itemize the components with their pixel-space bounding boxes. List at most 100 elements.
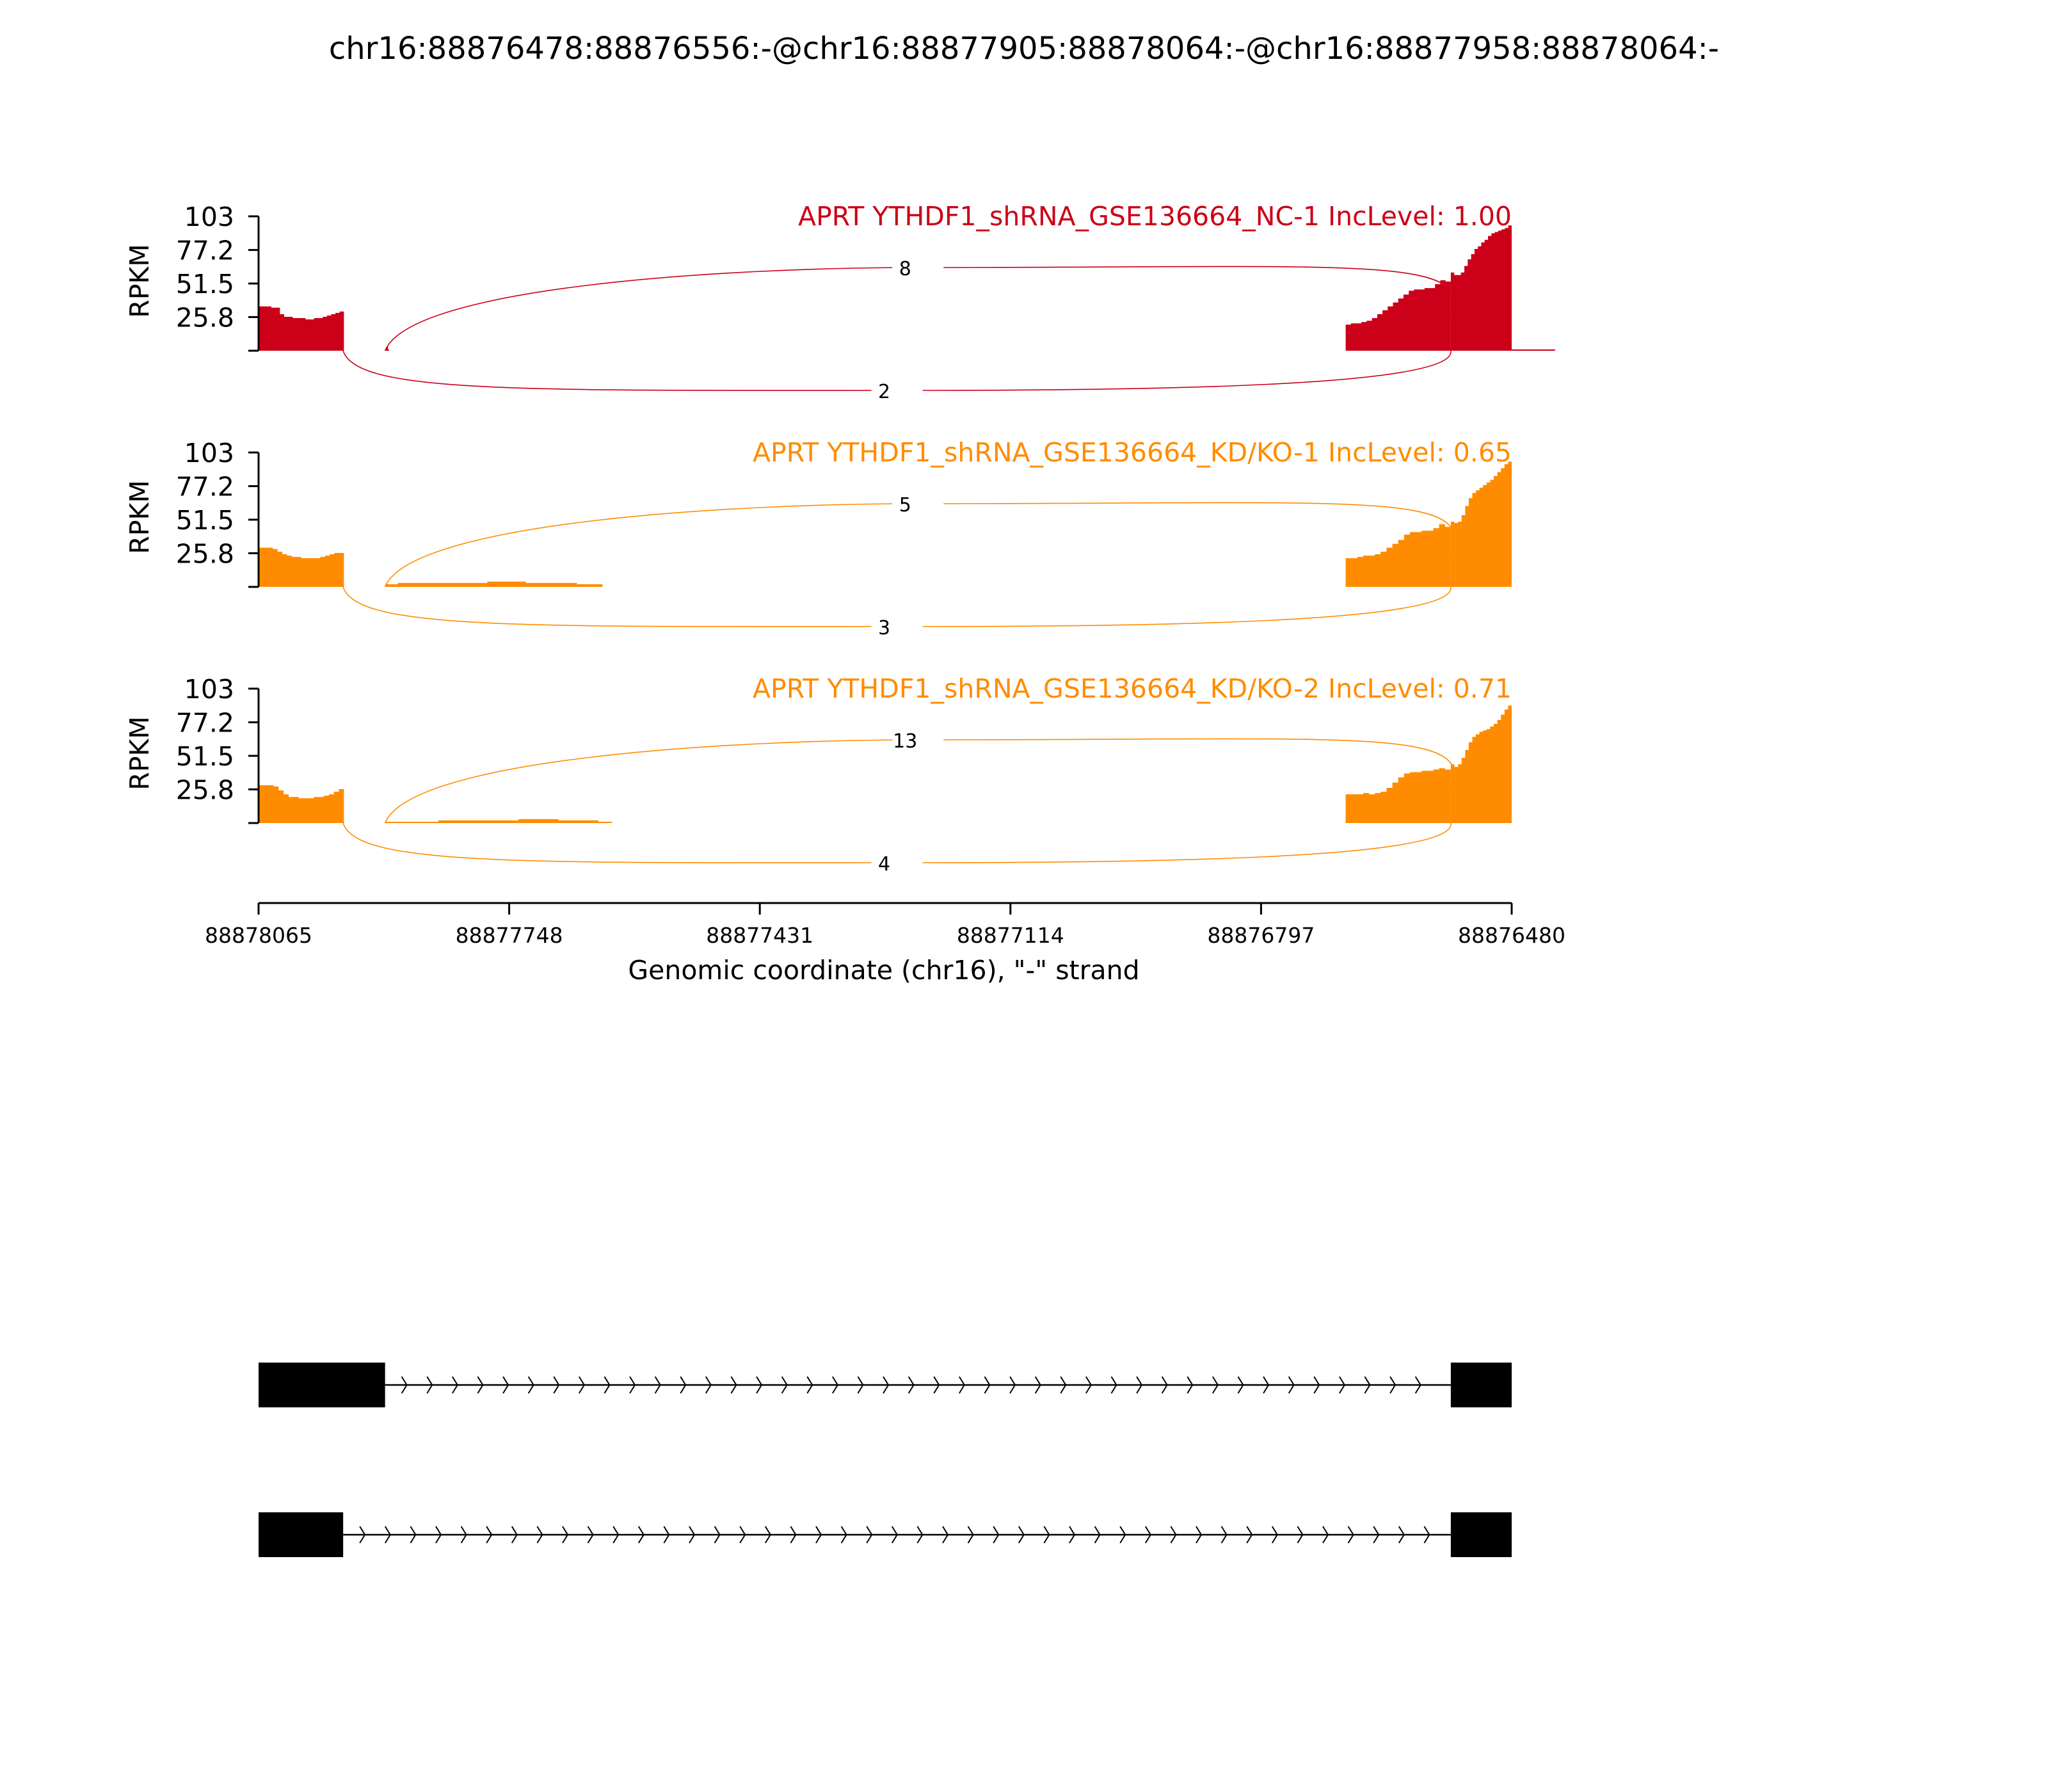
y-tick-label: 51.5 [176,505,234,536]
strand-arrow [1110,1376,1117,1394]
y-tick-label: 77.2 [176,472,234,502]
strand-arrow [426,1376,433,1394]
strand-arrow [933,1376,940,1394]
strand-arrow [579,1376,586,1394]
strand-arrow [1373,1526,1380,1544]
strand-arrow [410,1526,417,1544]
strand-arrow [883,1376,890,1394]
strand-arrow [637,1526,644,1544]
strand-arrow [562,1526,569,1544]
strand-arrow [831,1376,839,1394]
x-tick-label: 88877114 [957,923,1064,948]
strand-arrow [1271,1526,1278,1544]
y-tick-label: 77.2 [176,236,234,266]
strand-arrow [680,1376,687,1394]
strand-arrow [1423,1526,1430,1544]
junction-count-label: 8 [899,258,911,280]
strand-arrow [1313,1376,1320,1394]
isoform-track [259,1363,1512,1557]
strand-arrow [460,1526,467,1544]
coverage-segment [1345,524,1451,587]
strand-arrow [806,1376,813,1394]
strand-arrow [359,1526,366,1544]
strand-arrow [756,1376,763,1394]
strand-arrow [1322,1526,1329,1544]
strand-arrow [1263,1376,1270,1394]
strand-arrow [1212,1376,1219,1394]
strand-arrow [486,1526,493,1544]
y-axis-label: RPKM [124,244,155,317]
strand-arrow [942,1526,949,1544]
x-tick-label: 88877431 [706,923,813,948]
strand-arrow [1161,1376,1168,1394]
strand-arrow [1398,1526,1405,1544]
inc-level: IncLevel: 0.71 [1328,673,1512,704]
strand-arrow [730,1376,737,1394]
gene-name: APRT [753,673,827,704]
y-axis-label: RPKM [124,480,155,554]
panel-2: 5 3 25.851.577.2 103 RPKM APRT YTHDF1_shRNA_G… [124,437,1512,639]
junction-arc [384,266,1455,351]
y-tick-label: 103 [184,438,234,468]
strand-arrow [1220,1526,1228,1544]
coverage-segment [259,547,344,587]
coverage-segment [1450,461,1512,587]
coverage-segment [1345,280,1451,351]
strand-arrow [1069,1526,1076,1544]
strand-arrow [1119,1526,1126,1544]
strand-arrow [612,1526,620,1544]
junction-label-bg [871,379,923,402]
strand-arrow [1144,1526,1151,1544]
strand-arrow [866,1526,873,1544]
strand-arrow [1237,1376,1244,1394]
sample-label: APRT YTHDF1_shRNA_GSE136664_KD/KO-1 IncL… [753,437,1512,468]
strand-arrow [891,1526,898,1544]
strand-arrow [1196,1526,1203,1544]
sample-name: YTHDF1_shRNA_GSE136664_KD/KO-2 [826,673,1328,704]
strand-arrow [705,1376,712,1394]
strand-arrow [1347,1526,1354,1544]
gene-name: APRT [753,437,827,468]
strand-arrow [993,1526,1000,1544]
y-tick-label: 51.5 [176,269,234,300]
junction-label-bg [892,728,944,751]
plot-title: chr16:88876478:88876556:-@chr16:88877905… [329,31,1719,67]
strand-arrow [452,1376,459,1394]
x-tick-label: 88876480 [1458,923,1565,948]
strand-arrow [527,1376,534,1394]
strand-arrow [790,1526,797,1544]
strand-arrow [689,1526,696,1544]
coverage-segment [385,581,603,587]
strand-arrow [1043,1526,1050,1544]
junction-arc [384,502,1455,588]
coverage-segment [1345,768,1451,823]
strand-arrow [511,1526,518,1544]
strand-arrow [435,1526,442,1544]
y-tick-label: 25.8 [176,774,234,805]
y-tick-label: 51.5 [176,741,234,772]
y-tick-label: 25.8 [176,538,234,569]
sample-label: APRT YTHDF1_shRNA_GSE136664_KD/KO-2 IncL… [753,673,1512,704]
junction-label-bg [892,256,944,279]
strand-arrow [384,1526,391,1544]
strand-arrow [739,1526,746,1544]
strand-arrow [1170,1526,1177,1544]
isoform-1 [259,1363,1512,1407]
strand-arrow [1246,1526,1253,1544]
sample-name: YTHDF1_shRNA_GSE136664_NC-1 [872,201,1328,232]
strand-arrow [967,1526,974,1544]
strand-arrow [1187,1376,1194,1394]
strand-arrow [815,1526,822,1544]
strand-arrow [764,1526,771,1544]
coverage-segment [385,819,612,823]
strand-arrow [1060,1376,1067,1394]
strand-arrow [1018,1526,1025,1544]
strand-arrow [1414,1376,1421,1394]
coverage-segment [259,306,344,351]
strand-arrow [1094,1526,1101,1544]
sample-name: YTHDF1_shRNA_GSE136664_KD/KO-1 [826,437,1328,468]
strand-arrow [663,1526,670,1544]
coverage-segment [1450,225,1512,351]
strand-arrow [1389,1376,1396,1394]
